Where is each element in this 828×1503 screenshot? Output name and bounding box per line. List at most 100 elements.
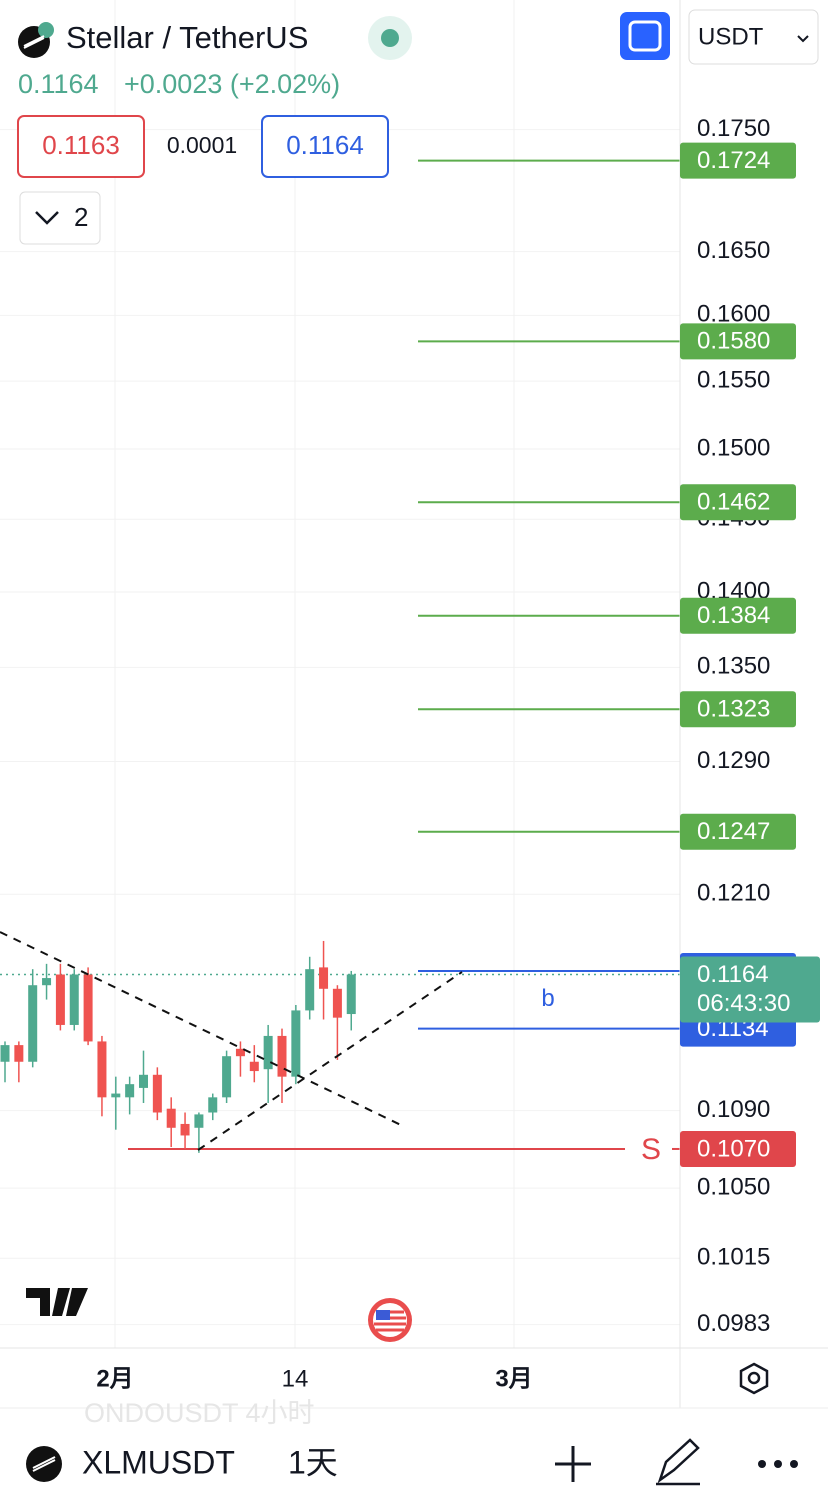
- level-label-box: [680, 142, 796, 179]
- tradingview-logo: [26, 1288, 88, 1316]
- candle-body: [97, 1041, 107, 1098]
- y-tick-label: 0.1500: [697, 434, 770, 461]
- time-axis: 2月 14 3月: [96, 1365, 532, 1392]
- coin-glyph: [23, 35, 45, 49]
- candle-body: [55, 974, 65, 1025]
- candle-body: [249, 1061, 259, 1072]
- level-label-box: [680, 813, 796, 850]
- sell-button[interactable]: [17, 115, 145, 178]
- level-label: 0.1724: [697, 147, 770, 174]
- candle-body: [152, 1074, 162, 1113]
- candle-body: [305, 969, 315, 1011]
- candle-body: [42, 978, 52, 986]
- y-tick-label: 0.1210: [697, 880, 770, 907]
- buy-button[interactable]: [261, 115, 389, 178]
- candle-body: [83, 974, 93, 1042]
- level-tag: S: [641, 1133, 661, 1166]
- bid-price: 0.1163: [42, 130, 120, 160]
- level-label-box: [680, 323, 796, 360]
- candle-body: [111, 1093, 121, 1098]
- level-label: 0.1323: [697, 696, 770, 723]
- candle-body: [222, 1056, 232, 1098]
- more-button[interactable]: [758, 1460, 798, 1468]
- candle-body: [291, 1010, 301, 1077]
- spread: 0.0001: [167, 132, 237, 158]
- status-dot: [381, 29, 399, 47]
- candle-body: [14, 1045, 24, 1062]
- coin-glyph: [32, 1456, 56, 1472]
- candle-body: [69, 974, 79, 1025]
- candle-body: [194, 1114, 204, 1128]
- flag-canton: [376, 1310, 390, 1320]
- add-button[interactable]: [555, 1446, 591, 1482]
- candle-body: [0, 1045, 10, 1062]
- candle-body: [277, 1035, 287, 1077]
- level-label: 0.1580: [697, 328, 770, 355]
- y-tick-label: 0.1290: [697, 747, 770, 774]
- level-label: 0.1384: [697, 602, 770, 629]
- candle-body: [139, 1074, 148, 1088]
- candle-body: [332, 988, 342, 1018]
- ask-price: 0.1164: [286, 130, 364, 160]
- symbol[interactable]: XLMUSDT: [82, 1444, 235, 1480]
- candle-body: [319, 967, 329, 989]
- settings-icon[interactable]: [739, 1362, 769, 1395]
- settings-dot: [747, 1371, 761, 1385]
- y-tick-label: 0.1350: [697, 653, 770, 680]
- y-tick-label: 0.1550: [697, 366, 770, 393]
- level-label-box: [680, 597, 796, 634]
- dot: [774, 1460, 782, 1468]
- level-label-box: [680, 691, 796, 728]
- y-tick-label: 0.1750: [697, 115, 770, 142]
- candle-body: [125, 1084, 135, 1098]
- candle-body: [235, 1048, 245, 1057]
- y-tick-label: 0.1650: [697, 237, 770, 264]
- level-label: 0.1070: [697, 1135, 770, 1162]
- dot: [758, 1460, 766, 1468]
- fullscreen-button[interactable]: [620, 12, 670, 60]
- level-label-box: [680, 1130, 796, 1167]
- currency-select[interactable]: [688, 9, 819, 65]
- x-tick-label: 2月: [96, 1365, 133, 1392]
- fullscreen-icon: [628, 20, 662, 52]
- y-tick-label: 0.1050: [697, 1173, 770, 1200]
- grid: [0, 0, 680, 1348]
- dropdown-arrow: [797, 35, 809, 43]
- countdown: 06:43:30: [697, 990, 790, 1017]
- x-tick-label: 14: [282, 1365, 309, 1392]
- candle-body: [208, 1097, 218, 1113]
- watermark: ONDOUSDT 4小时: [84, 1398, 315, 1428]
- last-price: 0.1164: [18, 69, 99, 99]
- chevron: [35, 211, 59, 225]
- last-price-box: [680, 956, 820, 1023]
- level-label: 0.1462: [697, 489, 770, 516]
- price-axis: 0.17500.16500.16000.15500.15000.14500.14…: [680, 115, 820, 1337]
- indicators-toggle[interactable]: [19, 191, 101, 245]
- interval[interactable]: 1天: [288, 1444, 338, 1480]
- last-price-label: 0.1164: [697, 961, 769, 988]
- dot: [790, 1460, 798, 1468]
- indicators-count: 2: [74, 202, 88, 232]
- symbol-title: Stellar / TetherUS: [66, 20, 308, 55]
- y-tick-label: 0.1015: [697, 1244, 770, 1271]
- exchange-badge: [38, 22, 54, 38]
- candle-body: [28, 985, 38, 1062]
- level-label-box: [680, 484, 796, 521]
- candle-body: [180, 1123, 190, 1136]
- flag-stripes: [374, 1310, 406, 1332]
- price-change: +0.0023 (+2.02%): [124, 69, 340, 99]
- draw-button[interactable]: [656, 1438, 700, 1486]
- x-tick-label: 3月: [495, 1365, 532, 1392]
- coin-icon: [26, 1446, 62, 1482]
- y-tick-label: 0.0983: [697, 1310, 770, 1337]
- currency-label: USDT: [698, 23, 764, 50]
- plot: Sb: [0, 159, 680, 1166]
- zone-label: b: [541, 985, 554, 1012]
- level-label: 0.1247: [697, 818, 770, 845]
- candle-body: [263, 1035, 273, 1070]
- candle-body: [166, 1108, 176, 1128]
- candle-body: [346, 974, 356, 1015]
- y-tick-label: 0.1090: [697, 1096, 770, 1123]
